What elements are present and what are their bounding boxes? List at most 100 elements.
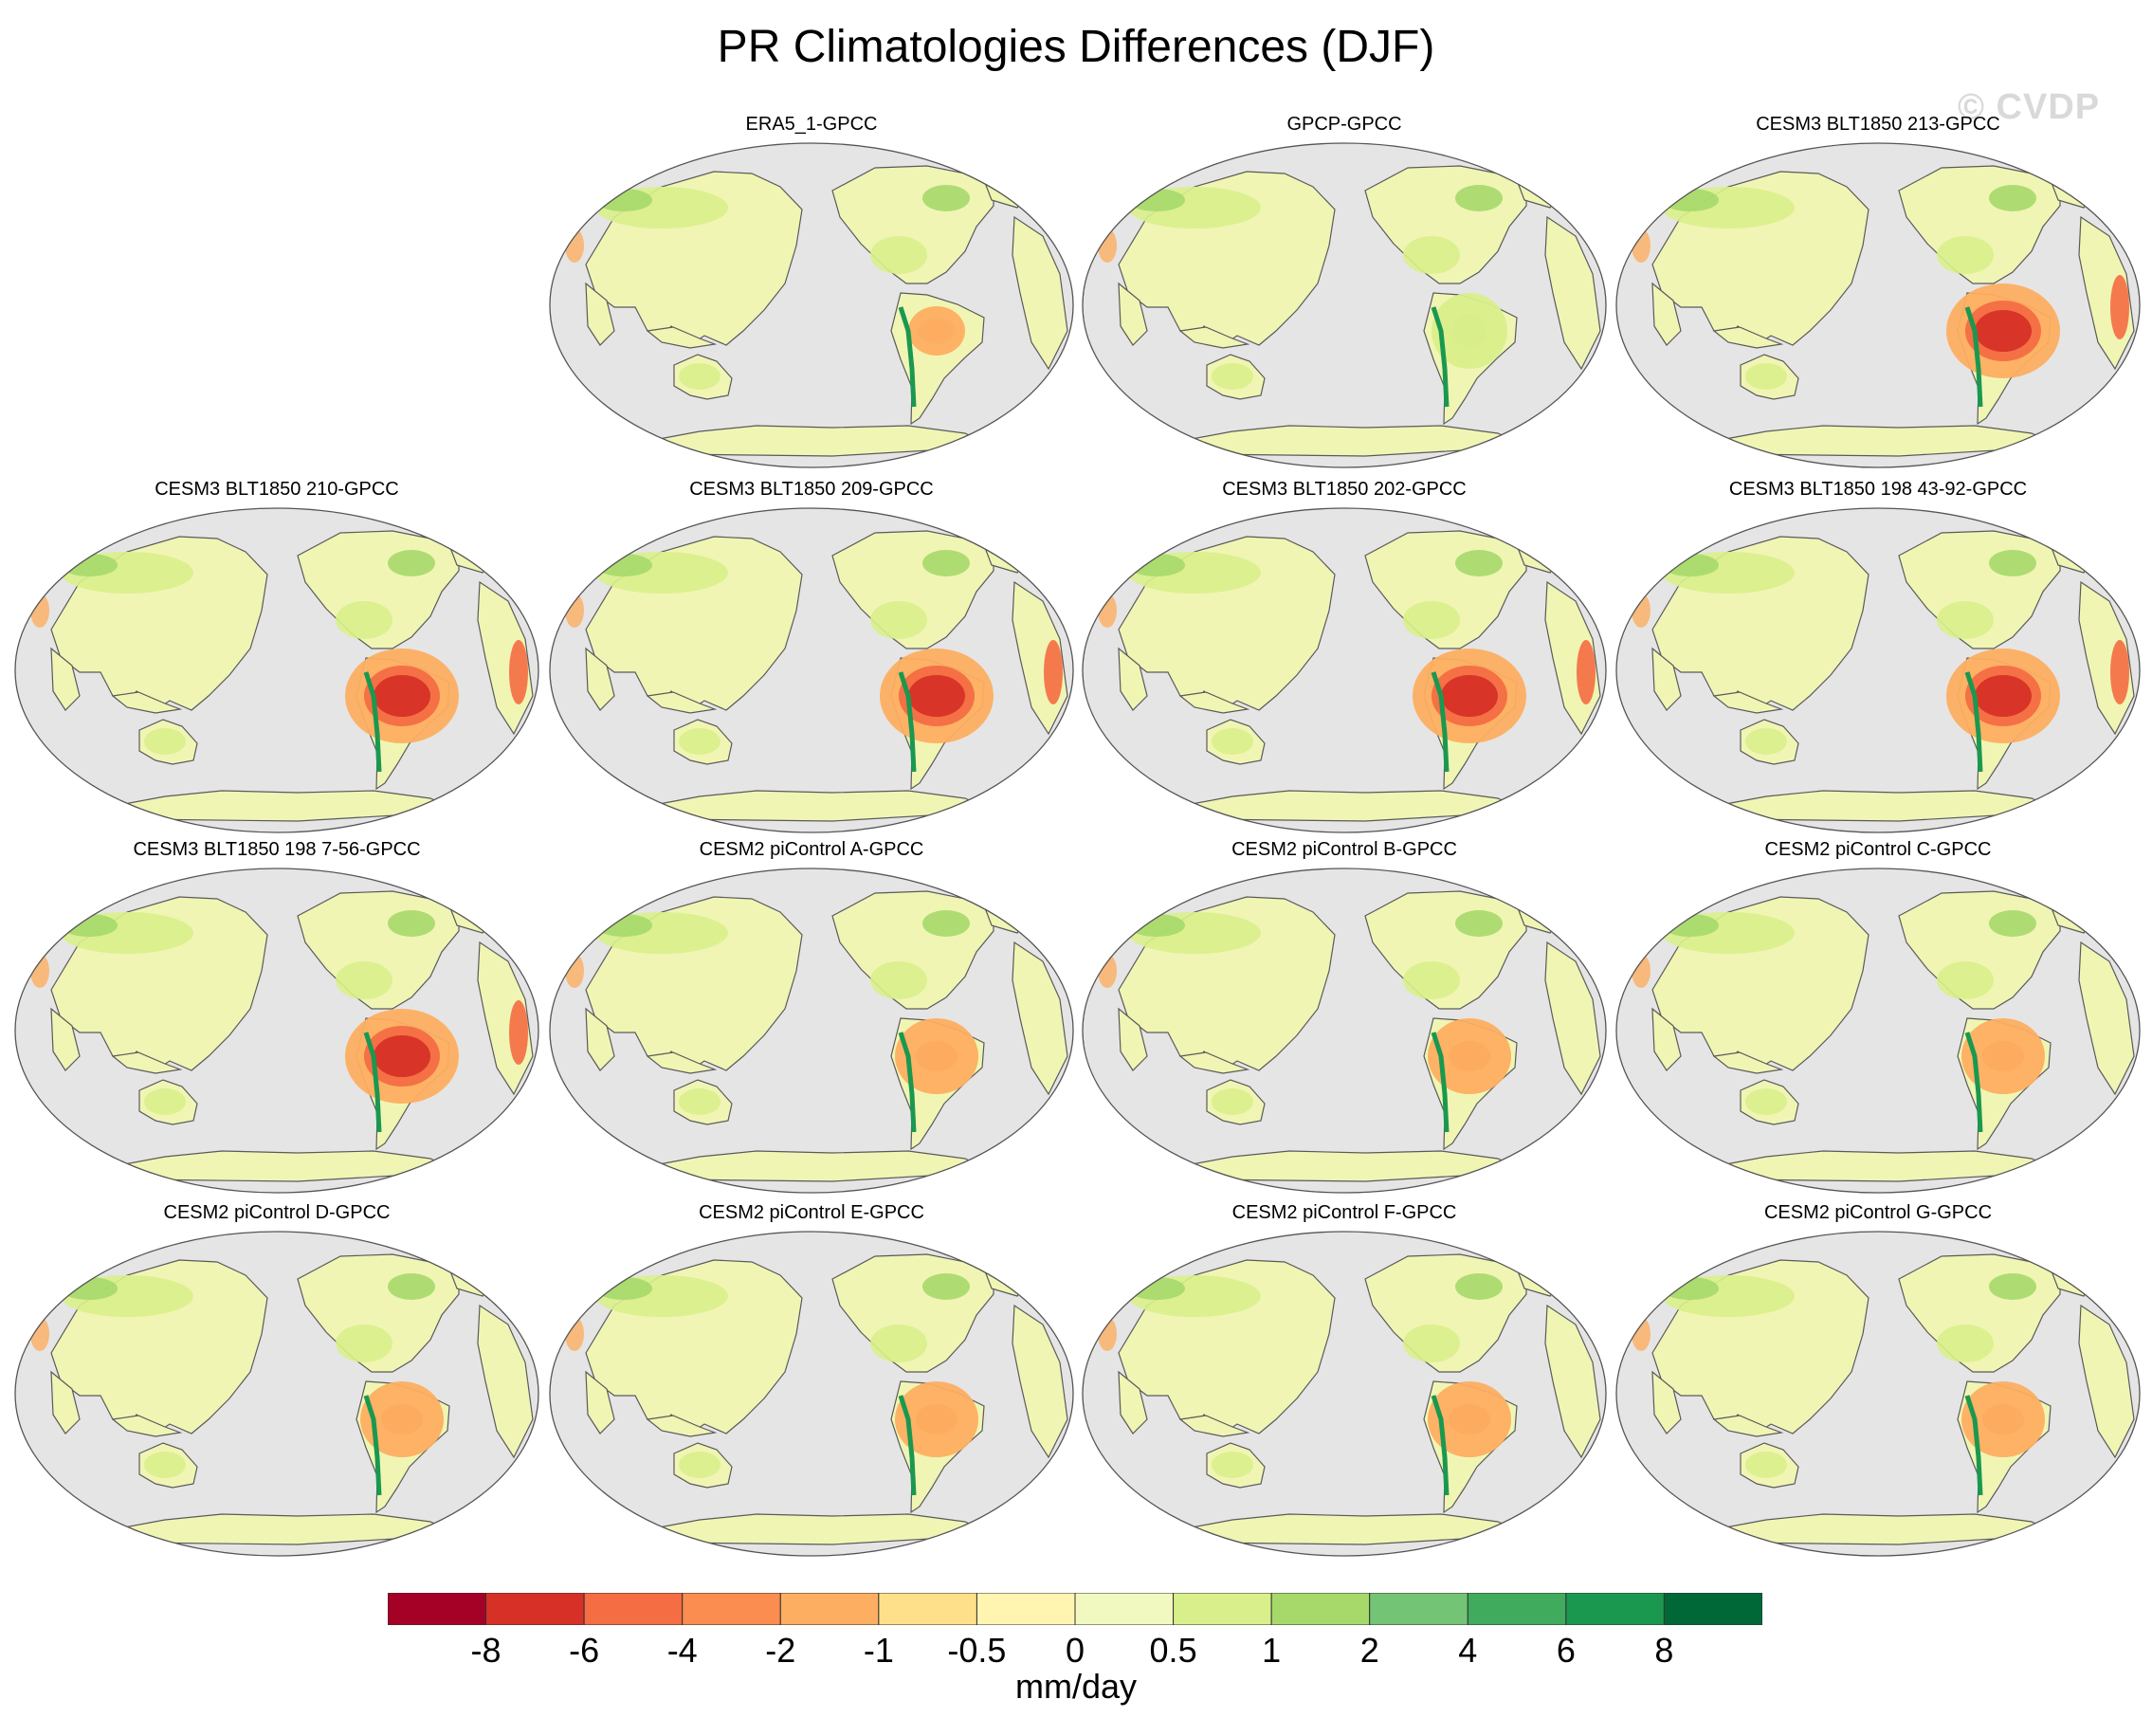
colorbar-segment — [1663, 1593, 1762, 1625]
world-map — [14, 507, 539, 833]
panel-title: CESM3 BLT1850 209-GPCC — [689, 479, 934, 500]
colorbar-tick-label: 0 — [1065, 1631, 1085, 1670]
land-arabia — [50, 1007, 81, 1071]
anomaly-patch — [1212, 363, 1253, 390]
anomaly-patch — [679, 363, 720, 390]
africa-anomaly — [509, 640, 528, 704]
map-panel: CESM2 piControl D-GPCC — [13, 1202, 540, 1558]
anomaly-patch — [1745, 1088, 1787, 1115]
andes-anomaly — [1964, 1395, 1983, 1496]
anomaly-patch — [1937, 236, 1994, 274]
land-arabia — [1651, 1370, 1682, 1434]
colorbar-tick-label: -4 — [666, 1631, 698, 1670]
anomaly-patch — [388, 910, 435, 937]
anomaly-patch — [922, 185, 970, 211]
andes-anomaly — [898, 1032, 917, 1133]
andes-anomaly — [363, 1032, 382, 1133]
colorbar-tick-label: -6 — [569, 1631, 600, 1670]
world-map — [549, 142, 1074, 468]
anomaly-patch — [336, 1325, 392, 1362]
anomaly-patch — [679, 728, 720, 755]
anomaly-patch — [1212, 728, 1253, 755]
africa-anomaly — [2110, 640, 2129, 704]
world-map — [549, 1231, 1074, 1557]
andes-anomaly — [898, 306, 917, 408]
land-antarctica — [1160, 790, 1527, 822]
andes-anomaly — [1964, 306, 1983, 408]
andes-anomaly — [1431, 1395, 1450, 1496]
land-antarctica — [1160, 1150, 1527, 1182]
world-map — [1615, 142, 2141, 468]
land-arabia — [1651, 1007, 1682, 1071]
land-africa — [1544, 1304, 1601, 1459]
anomaly-patch — [1455, 1273, 1503, 1300]
andes-anomaly — [898, 1395, 917, 1496]
land-africa — [477, 1304, 534, 1459]
world-map — [549, 868, 1074, 1194]
colorbar-tick-label: 4 — [1458, 1631, 1478, 1670]
colorbar-segment — [878, 1593, 977, 1625]
land-indonesia — [1712, 1415, 1784, 1437]
map-panel: ERA5_1-GPCC — [548, 114, 1075, 469]
anomaly-patch — [388, 1273, 435, 1300]
world-map — [1082, 142, 1607, 468]
land-indonesia — [646, 1415, 718, 1437]
africa-anomaly — [1044, 640, 1063, 704]
amazon-anomaly — [895, 1018, 978, 1094]
map-outline — [549, 1231, 1074, 1557]
land-indonesia — [646, 1051, 718, 1074]
amazon-anomaly — [360, 1381, 444, 1457]
land-africa — [1012, 215, 1068, 371]
land-arabia — [50, 647, 81, 711]
amazon-anomaly — [1441, 675, 1498, 717]
map-outline — [1615, 142, 2141, 468]
colorbar-tick-label: 0.5 — [1149, 1631, 1197, 1670]
map-outline — [1082, 507, 1607, 833]
map-panel: CESM3 BLT1850 198 43-92-GPCC — [1614, 479, 2142, 834]
panel-title: CESM2 piControl F-GPCC — [1231, 1202, 1457, 1223]
land-antarctica — [1694, 1150, 2061, 1182]
map-panel: CESM3 BLT1850 202-GPCC — [1081, 479, 1608, 834]
anomaly-patch — [144, 728, 186, 755]
colorbar-segment — [485, 1593, 585, 1625]
andes-anomaly — [1431, 1032, 1450, 1133]
panel-title: CESM2 piControl C-GPCC — [1764, 839, 1992, 860]
land-antarctica — [628, 1150, 994, 1182]
land-indonesia — [111, 1415, 183, 1437]
map-panel: CESM2 piControl C-GPCC — [1614, 839, 2142, 1195]
anomaly-patch — [870, 236, 927, 274]
land-indonesia — [1712, 691, 1784, 714]
land-africa — [1544, 215, 1601, 371]
anomaly-patch — [1455, 910, 1503, 937]
anomaly-patch — [1989, 1273, 2036, 1300]
map-panel: CESM3 BLT1850 198 7-56-GPCC — [13, 839, 540, 1195]
land-arabia — [585, 1007, 615, 1071]
land-antarctica — [93, 790, 460, 822]
map-panel: CESM3 BLT1850 210-GPCC — [13, 479, 540, 834]
land-antarctica — [628, 790, 994, 822]
colorbar-svg — [388, 1593, 1762, 1625]
map-panel: CESM2 piControl B-GPCC — [1081, 839, 1608, 1195]
anomaly-patch — [1455, 185, 1503, 211]
anomaly-patch — [1455, 550, 1503, 576]
land-africa — [2078, 1304, 2135, 1459]
anomaly-patch — [1937, 961, 1994, 999]
colorbar-segment — [779, 1593, 880, 1625]
anomaly-patch — [922, 910, 970, 937]
land-indonesia — [1712, 326, 1784, 349]
anomaly-patch — [1745, 1452, 1787, 1478]
world-map — [14, 868, 539, 1194]
amazon-anomaly — [374, 675, 430, 717]
land-africa — [2078, 941, 2135, 1096]
panel-title: GPCP-GPCC — [1286, 114, 1402, 135]
colorbar-segment — [583, 1593, 684, 1625]
anomaly-patch — [1403, 961, 1460, 999]
map-panel: CESM2 piControl G-GPCC — [1614, 1202, 2142, 1558]
amazon-anomaly — [1428, 1018, 1511, 1094]
map-outline — [1082, 1231, 1607, 1557]
world-map — [1082, 507, 1607, 833]
panel-title: CESM2 piControl E-GPCC — [699, 1202, 924, 1223]
map-panel: CESM3 BLT1850 209-GPCC — [548, 479, 1075, 834]
land-indonesia — [646, 691, 718, 714]
world-map — [1082, 868, 1607, 1194]
